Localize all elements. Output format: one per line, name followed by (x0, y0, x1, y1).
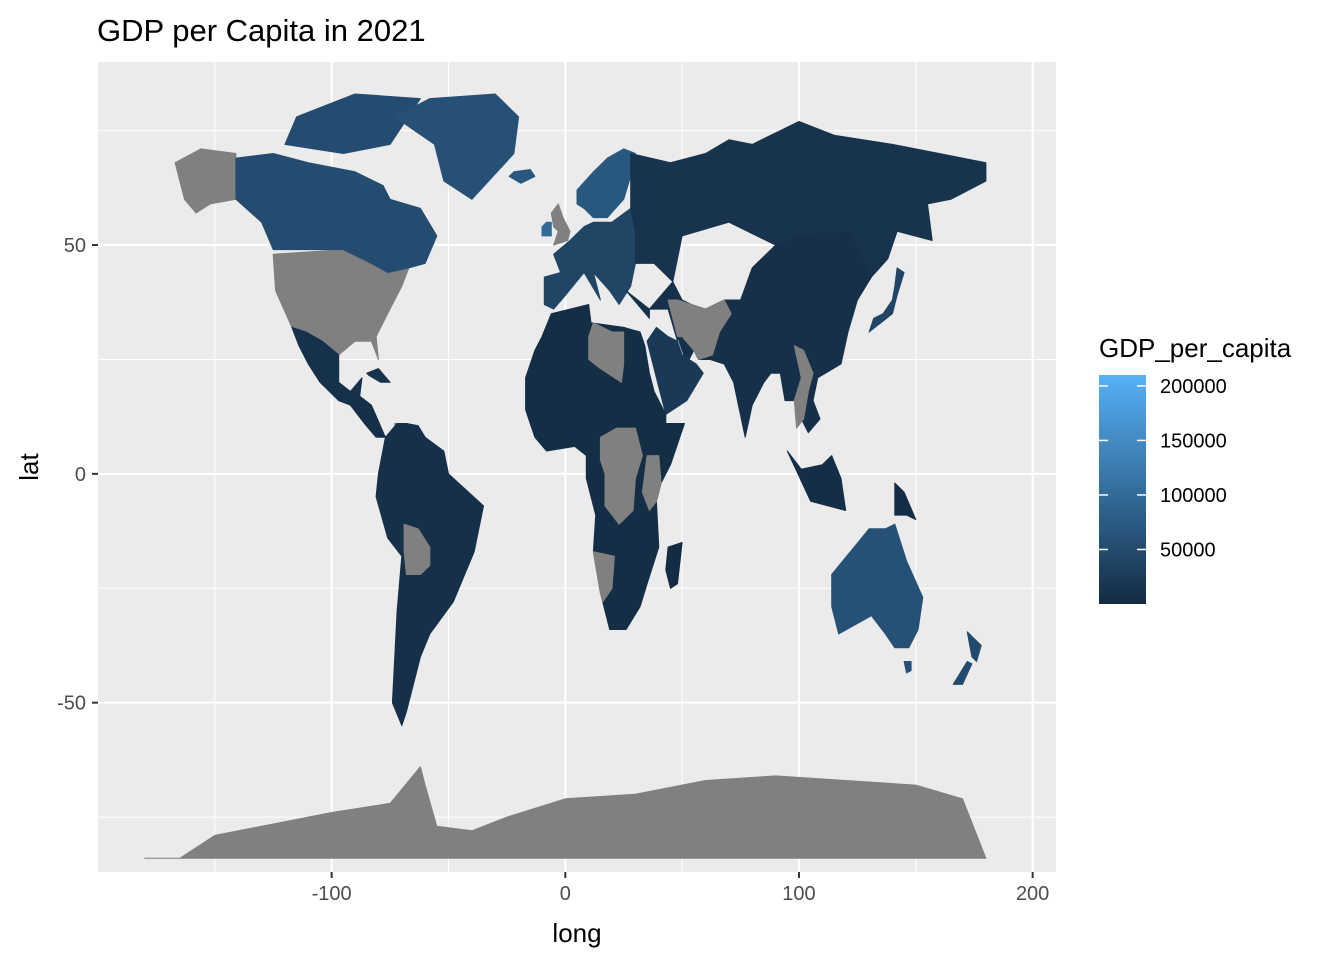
region-alaska (174, 148, 237, 214)
region-east-africa (641, 455, 662, 511)
region-tasmania (903, 661, 912, 674)
y-axis: -50 0 50 (57, 235, 98, 715)
region-png (894, 482, 917, 521)
legend-colorbar (1099, 375, 1146, 604)
region-central-africa (599, 427, 643, 525)
region-greenland (394, 93, 520, 200)
region-mexico (291, 326, 363, 406)
legend-break-label: 50000 (1160, 539, 1216, 561)
region-south-america (375, 423, 484, 727)
region-nz-south (952, 661, 973, 685)
region-nz-north (966, 631, 982, 662)
region-canada-arctic (284, 93, 421, 154)
legend-break-label: 100000 (1160, 485, 1227, 507)
region-iran-afg (667, 299, 732, 360)
legend-ticks: 50000 100000 150000 200000 (1099, 376, 1227, 561)
region-namibia (592, 551, 615, 603)
region-iceland (508, 169, 536, 184)
x-tick-label: 200 (1016, 883, 1049, 905)
region-sea-islands (786, 450, 847, 511)
x-tick-label: 0 (560, 883, 571, 905)
region-bolivia (403, 523, 431, 575)
region-ireland (541, 221, 552, 237)
y-axis-title: lat (14, 452, 44, 480)
region-caribbean (366, 368, 391, 383)
region-indochina (793, 345, 814, 429)
x-tick-label: 100 (782, 883, 815, 905)
region-japan (868, 267, 905, 333)
y-tick-label: 0 (75, 464, 86, 486)
legend-title: GDP_per_capita (1099, 333, 1292, 363)
region-russia (630, 121, 987, 283)
region-britain (550, 203, 571, 246)
y-tick-label: -50 (57, 693, 86, 715)
region-antarctica (144, 766, 987, 859)
x-axis: -100 0 100 200 (312, 872, 1049, 905)
region-arabia (646, 326, 704, 415)
region-canada (235, 153, 438, 273)
legend-break-label: 150000 (1160, 430, 1227, 452)
legend-break-label: 200000 (1160, 376, 1227, 398)
region-madagascar (665, 542, 683, 589)
x-tick-label: -100 (312, 883, 352, 905)
x-axis-title: long (552, 918, 601, 948)
y-tick-label: 50 (64, 235, 86, 257)
legend: GDP_per_capita 50000 100000 150000 200000 (1099, 333, 1292, 604)
country-regions (144, 93, 987, 859)
region-australia (831, 523, 924, 649)
region-libya (588, 322, 625, 383)
chart-title: GDP per Capita in 2021 (97, 13, 426, 48)
